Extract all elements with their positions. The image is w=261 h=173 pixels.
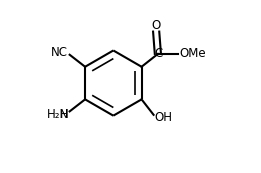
Text: H₂N: H₂N (46, 108, 69, 121)
Text: C: C (154, 47, 162, 60)
Text: NC: NC (51, 46, 68, 59)
Text: OH: OH (155, 111, 173, 124)
Text: O: O (152, 19, 161, 32)
Text: OMe: OMe (179, 47, 206, 60)
Text: H: H (60, 108, 69, 121)
